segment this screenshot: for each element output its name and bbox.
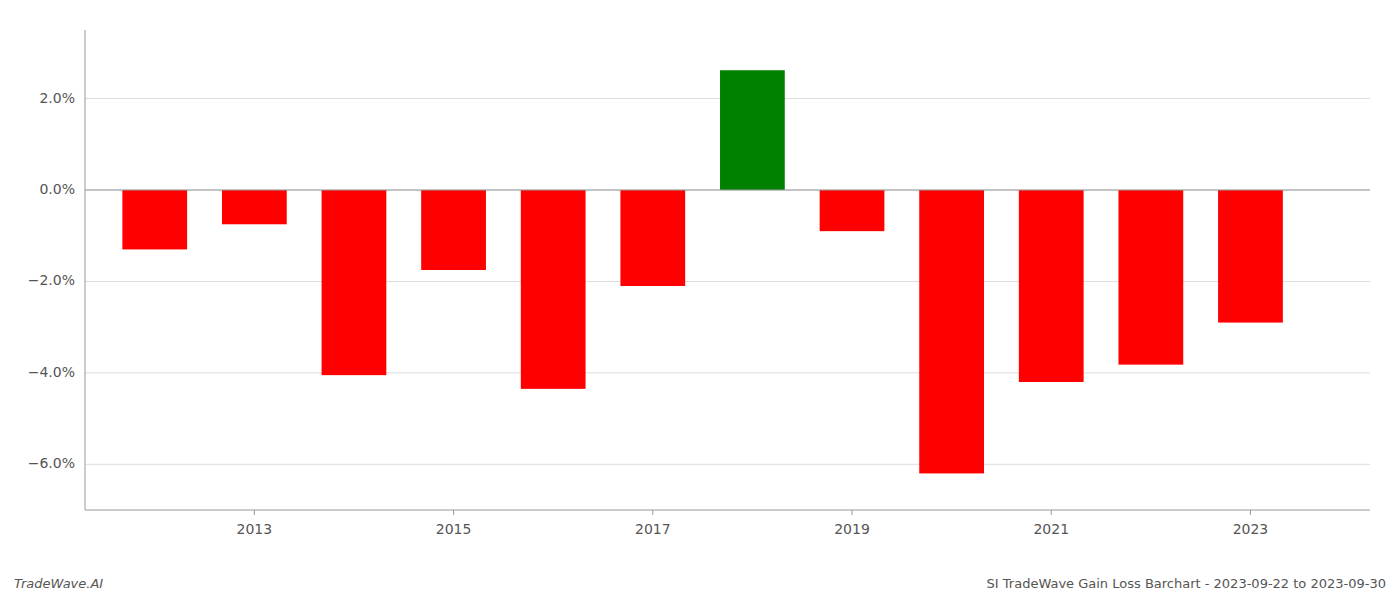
bar <box>122 190 187 249</box>
x-tick-label: 2013 <box>237 521 273 537</box>
footer-left: TradeWave.AI <box>14 576 103 591</box>
bar <box>820 190 885 231</box>
y-axis-line <box>85 30 86 510</box>
y-tick-labels: −6.0% −4.0% −2.0% 0.0% 2.0% <box>28 90 75 472</box>
chart-container: −6.0%−4.0%−2.0%0.0%2.0%20132015201720192… <box>0 0 1400 600</box>
x-ticks: 2013 2015 2017 2019 2021 2023 <box>237 510 1269 537</box>
x-tick-label: 2017 <box>635 521 671 537</box>
x-tick <box>1250 510 1251 515</box>
x-tick-label: 2019 <box>834 521 870 537</box>
y-tick-label: −2.0% <box>28 272 75 288</box>
x-tick <box>652 510 653 515</box>
bar <box>421 190 486 270</box>
chart-svg: −6.0%−4.0%−2.0%0.0%2.0%20132015201720192… <box>0 0 1400 600</box>
bar <box>1218 190 1283 323</box>
y-tick-label: −4.0% <box>28 364 75 380</box>
bar <box>919 190 984 473</box>
bar <box>322 190 387 375</box>
bar <box>521 190 586 389</box>
x-tick-label: 2021 <box>1033 521 1069 537</box>
bar <box>222 190 287 224</box>
zero-line <box>85 190 1370 191</box>
bar <box>1118 190 1183 365</box>
x-axis-line <box>85 510 1370 511</box>
y-tick-label: −6.0% <box>28 455 75 471</box>
footer-right: SI TradeWave Gain Loss Barchart - 2023-0… <box>987 576 1386 591</box>
x-tick <box>1051 510 1052 515</box>
y-tick-label: 2.0% <box>39 90 75 106</box>
x-tick-label: 2023 <box>1233 521 1269 537</box>
bar <box>1019 190 1084 382</box>
y-tick-label: 0.0% <box>39 181 75 197</box>
bars <box>122 70 1282 473</box>
x-tick <box>852 510 853 515</box>
x-tick <box>254 510 255 515</box>
x-tick-label: 2015 <box>436 521 472 537</box>
bar <box>620 190 685 286</box>
bar <box>720 70 785 190</box>
grid-line <box>85 372 1370 373</box>
grid-line <box>85 464 1370 465</box>
x-tick <box>453 510 454 515</box>
grid-line <box>85 190 1370 191</box>
